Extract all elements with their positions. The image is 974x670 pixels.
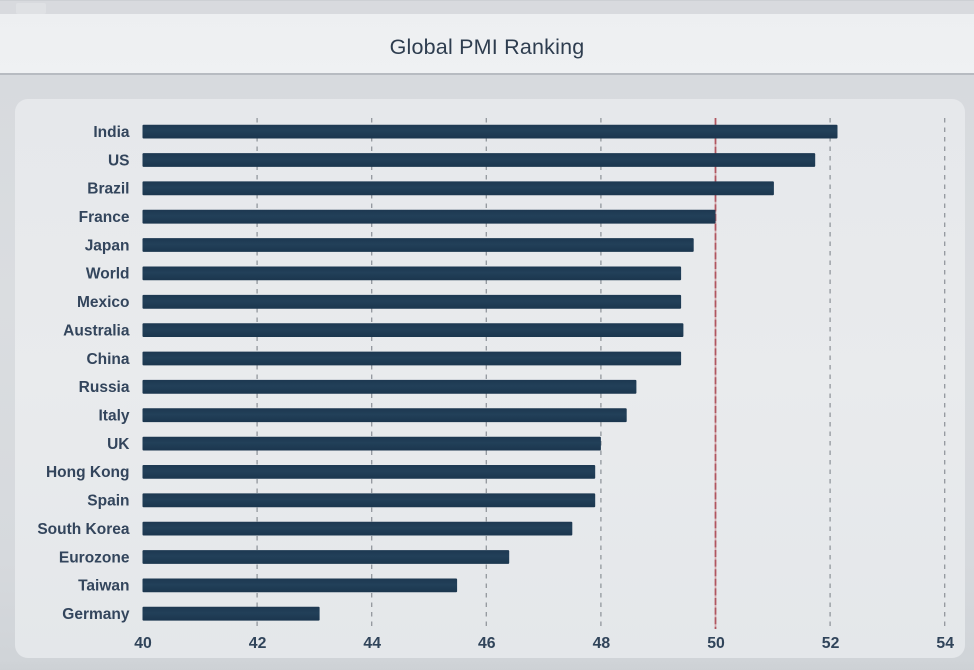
- svg-text:UK: UK: [107, 436, 130, 453]
- svg-text:Brazil: Brazil: [87, 181, 129, 198]
- svg-text:Germany: Germany: [62, 606, 130, 623]
- svg-text:Australia: Australia: [63, 322, 130, 339]
- svg-text:42: 42: [249, 635, 267, 652]
- svg-text:Spain: Spain: [87, 493, 129, 510]
- svg-text:Eurozone: Eurozone: [59, 549, 130, 566]
- svg-text:World: World: [86, 266, 130, 283]
- svg-text:54: 54: [936, 635, 954, 652]
- svg-text:Taiwan: Taiwan: [78, 578, 129, 595]
- svg-text:Mexico: Mexico: [77, 294, 130, 311]
- svg-text:40: 40: [134, 635, 152, 652]
- svg-text:France: France: [79, 209, 130, 226]
- svg-text:China: China: [86, 351, 129, 368]
- svg-text:India: India: [93, 124, 130, 141]
- svg-text:46: 46: [478, 635, 496, 652]
- svg-text:44: 44: [363, 635, 381, 652]
- svg-text:50: 50: [707, 635, 725, 652]
- svg-text:Italy: Italy: [98, 408, 129, 425]
- svg-text:Russia: Russia: [79, 379, 130, 396]
- svg-text:US: US: [108, 152, 130, 169]
- svg-text:Hong Kong: Hong Kong: [46, 464, 130, 481]
- svg-text:South Korea: South Korea: [37, 521, 130, 538]
- svg-text:Japan: Japan: [85, 237, 130, 254]
- svg-text:52: 52: [822, 635, 840, 652]
- svg-text:48: 48: [593, 635, 611, 652]
